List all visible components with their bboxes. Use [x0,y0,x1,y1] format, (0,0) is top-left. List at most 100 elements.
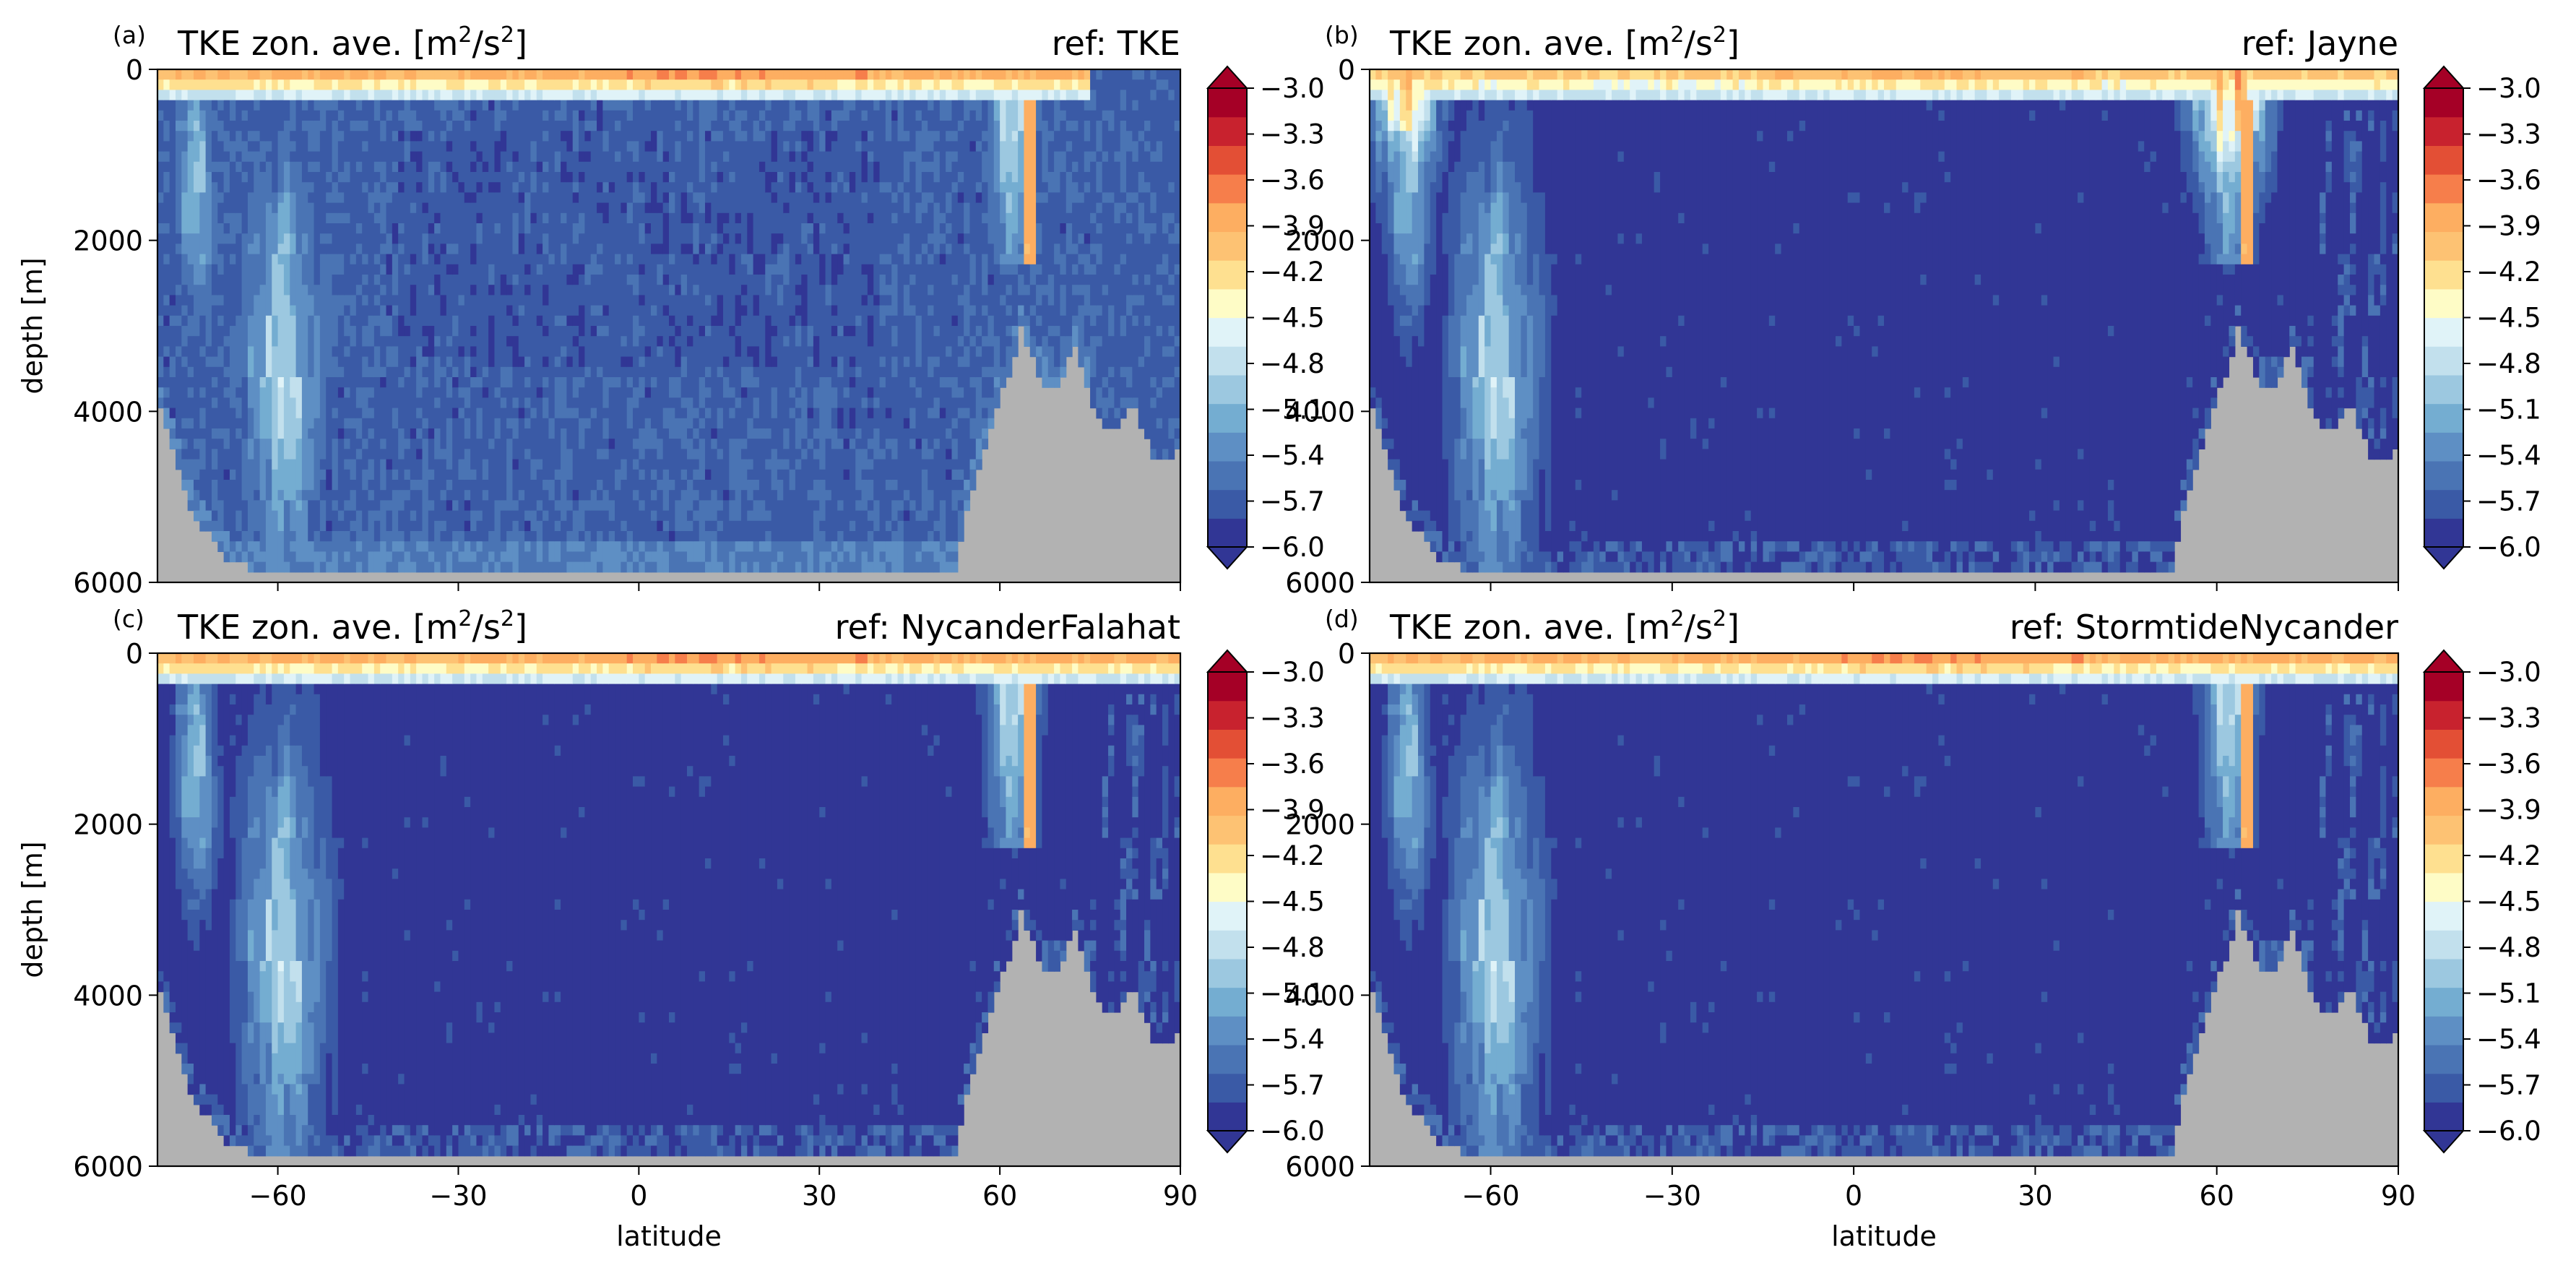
heatmap-cell [693,202,700,224]
heatmap-cell [1515,182,1522,234]
heatmap-cell [2132,90,2139,101]
heatmap-cell [1448,90,1455,101]
heatmap-cell [470,356,477,368]
heatmap-cell [789,192,796,316]
heatmap-cell [1841,551,1849,563]
heatmap-cell [482,110,489,163]
heatmap-cell [633,439,639,449]
heatmap-cell [229,408,236,470]
heatmap-cell [651,131,657,152]
heatmap-cell [1612,561,1619,573]
heatmap-cell [1654,90,1661,101]
heatmap-cell [2041,541,2048,552]
heatmap-cell [777,500,784,542]
heatmap-cell [1968,69,1976,80]
heatmap-cell [422,336,429,347]
heatmap-cell [2343,90,2351,101]
heatmap-cell [2343,100,2351,111]
heatmap-cell [1539,100,1546,193]
heatmap-cell [704,336,712,368]
heatmap-cell [2234,110,2242,132]
heatmap-cell [319,100,327,132]
heatmap-cell [819,100,826,132]
heatmap-cell [729,408,736,419]
heatmap-cell [217,172,225,193]
heatmap-cell [476,90,483,101]
heatmap-cell [295,79,303,90]
heatmap-cell [597,449,603,460]
heatmap-cell [2162,90,2169,101]
heatmap-cell [1096,212,1103,224]
heatmap-cell [1981,69,1987,80]
heatmap-cell [987,275,995,285]
heatmap-cell [561,520,567,542]
heatmap-cell [1406,192,1413,234]
heatmap-cell [2361,90,2369,101]
heatmap-cell [1793,551,1800,563]
heatmap-cell [337,202,345,214]
heatmap-cell [301,490,308,501]
heatmap-cell [1708,69,1716,80]
heatmap-cell [704,69,712,80]
heatmap-cell [2101,100,2109,111]
heatmap-cell [1484,79,1492,90]
heatmap-cell [350,131,357,255]
heatmap-cell [597,531,603,542]
heatmap-cell [2059,90,2066,101]
heatmap-cell [350,100,357,121]
heatmap-cell [951,161,959,183]
heatmap-cell [470,510,477,532]
heatmap-cell [440,531,447,542]
heatmap-cell [1696,79,1703,90]
heatmap-cell [1084,110,1091,121]
heatmap-cell [2198,131,2205,152]
heatmap-cell [380,264,387,275]
heatmap-cell [2010,561,2018,573]
heatmap-cell [579,110,585,121]
heatmap-cell [879,90,886,101]
heatmap-cell [1478,459,1485,501]
heatmap-cell [1920,192,1927,204]
heatmap-cell [1375,100,1383,121]
heatmap-cell [362,121,369,132]
heatmap-cell [2277,69,2284,80]
heatmap-cell [314,69,321,80]
heatmap-cell [229,90,236,101]
heatmap-cell [2325,69,2333,80]
heatmap-cell [1406,510,1413,522]
heatmap-cell [1714,100,1721,542]
heatmap-cell [602,69,610,80]
heatmap-cell [308,69,315,80]
heatmap-cell [951,561,959,573]
heatmap-cell [1654,79,1661,90]
heatmap-cell [554,110,561,121]
heatmap-cell [1551,264,1558,296]
heatmap-cell [1811,100,1818,542]
heatmap-cell [157,90,164,101]
heatmap-cell [657,480,664,491]
heatmap-cell [939,243,946,255]
heatmap-cell [488,315,496,368]
heatmap-cell [837,79,844,90]
heatmap-cell [536,520,543,542]
heatmap-cell [1587,90,1594,101]
heatmap-cell [2144,69,2151,80]
heatmap-cell [1484,254,1492,316]
heatmap-cell [530,510,537,532]
heatmap-cell [1544,531,1552,552]
heatmap-cell [506,428,514,439]
heatmap-cell [885,69,892,80]
heatmap-cell [2265,90,2272,101]
heatmap-cell [657,131,664,163]
heatmap-cell [211,520,218,532]
heatmap-cell [639,428,646,460]
heatmap-cell [2343,69,2351,80]
heatmap-cell [193,100,200,121]
heatmap-cell [2343,131,2351,183]
heatmap-cell [662,520,670,532]
heatmap-cell [326,172,333,183]
heatmap-cell [1750,69,1758,80]
heatmap-cell [1575,387,1582,398]
heatmap-cell [506,366,514,388]
heatmap-cell [488,182,496,193]
